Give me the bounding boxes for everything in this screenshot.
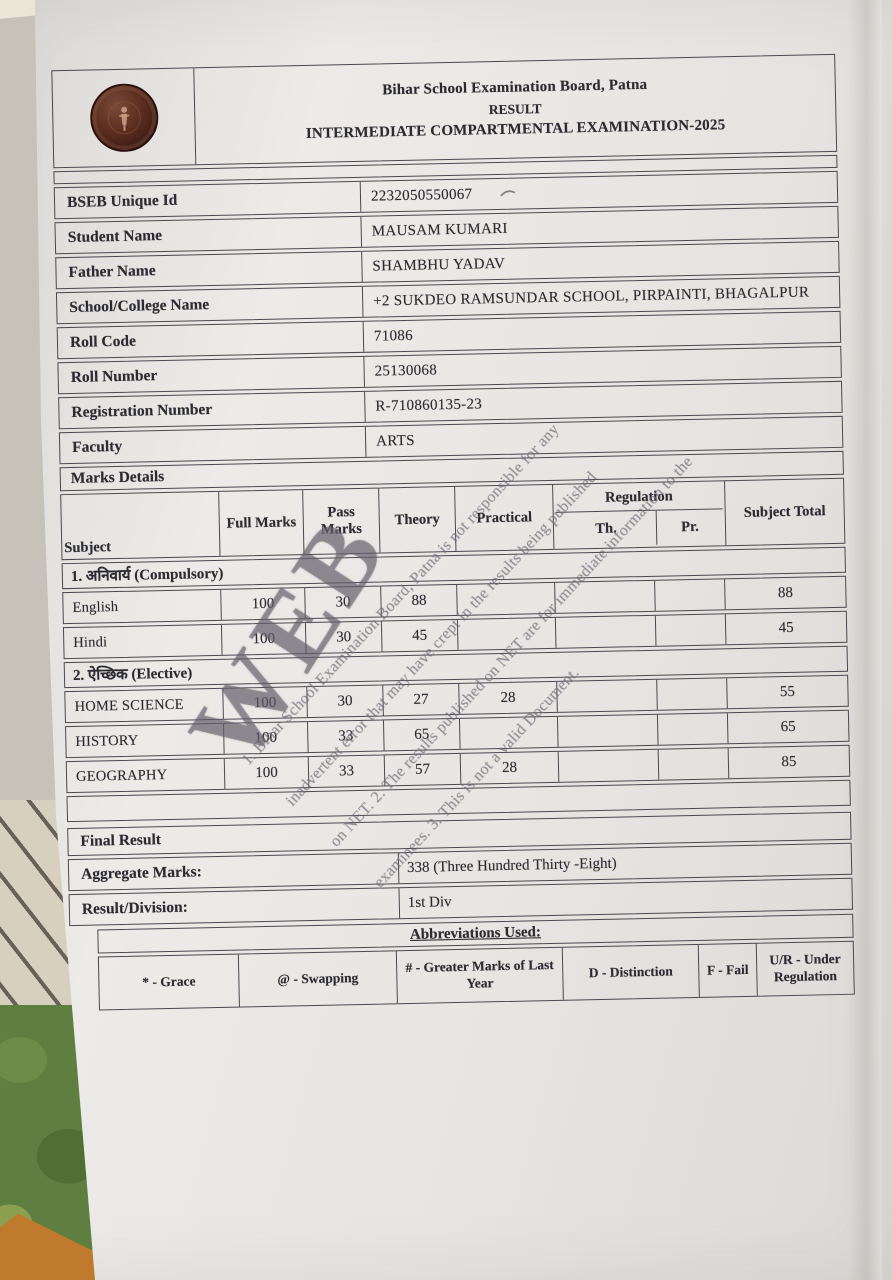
paper-crease-shadow <box>848 0 882 1280</box>
regulation-th <box>555 580 656 613</box>
col-subject-total: Subject Total <box>743 502 826 521</box>
bseb-seal-icon <box>89 83 159 153</box>
field-value: 2232050550067 <box>361 172 838 212</box>
subject-total: 85 <box>781 753 797 770</box>
regulation-th <box>557 679 658 712</box>
roll-number-value: 25130068 <box>374 361 438 380</box>
theory-marks: 45 <box>381 619 459 652</box>
document-header: Bihar School Examination Board, Patna RE… <box>51 53 838 169</box>
roll-code-value: 71086 <box>373 327 414 345</box>
abbr-fail: F - Fail <box>698 943 758 997</box>
full-marks: 100 <box>223 687 308 719</box>
abbr-distinction: D - Distinction <box>562 944 700 1000</box>
result-label: RESULT <box>488 101 542 118</box>
practical-marks <box>457 617 557 650</box>
regulation-th <box>557 714 659 747</box>
subject-name: GEOGRAPHY <box>66 758 226 793</box>
full-marks: 100 <box>224 722 309 754</box>
abbreviations-table: Abbreviations Used: * - Grace @ - Swappi… <box>97 913 855 1011</box>
subject-total: 88 <box>777 584 794 601</box>
aggregate-marks-label: Aggregate Marks: <box>68 853 400 891</box>
subject-total: 65 <box>780 718 796 735</box>
full-marks: 100 <box>221 588 306 620</box>
field-label: School/College Name <box>56 286 364 324</box>
exam-title: INTERMEDIATE COMPARTMENTAL EXAMINATION-2… <box>305 116 726 142</box>
col-subject: Subject <box>61 491 221 560</box>
col-full-marks: Full Marks <box>219 490 305 556</box>
full-marks: 100 <box>221 623 307 655</box>
subject-total: 55 <box>779 683 796 700</box>
practical-marks <box>457 582 556 615</box>
subject-name: Hindi <box>63 624 223 659</box>
board-name: Bihar School Examination Board, Patna <box>382 77 648 99</box>
col-regulation-th: Th. <box>555 510 658 547</box>
logo-cell <box>52 68 197 168</box>
regulation-pr <box>655 614 727 646</box>
col-regulation-pr: Pr. <box>681 518 699 535</box>
pass-marks: 30 <box>305 621 383 654</box>
theory-marks: 88 <box>381 584 458 617</box>
col-regulation: Regulation Th. Pr. <box>553 481 727 549</box>
subject-total: 45 <box>778 619 794 636</box>
regulation-pr <box>657 678 728 710</box>
regulation-pr <box>655 579 726 611</box>
result-division-label: Result/Division: <box>69 888 401 926</box>
result-document: Bihar School Examination Board, Patna RE… <box>51 53 855 1011</box>
marks-table-header: Subject Full Marks Pass Marks Theory Pra… <box>60 477 846 561</box>
unique-id-value: 2232050550067 <box>370 186 473 205</box>
regulation-label: Regulation <box>555 483 723 513</box>
result-division-value: 1st Div <box>407 893 452 911</box>
field-label: Registration Number <box>59 391 366 429</box>
theory-marks: 57 <box>384 753 462 786</box>
field-label: Roll Number <box>58 356 365 394</box>
father-name-value: SHAMBHU YADAV <box>372 255 506 275</box>
full-marks: 100 <box>224 757 310 789</box>
col-theory: Theory <box>379 486 457 553</box>
pass-marks: 30 <box>307 685 384 718</box>
student-name-value: MAUSAM KUMARI <box>371 220 508 240</box>
pen-mark <box>500 185 516 202</box>
regulation-pr <box>657 713 729 745</box>
pass-marks: 33 <box>308 755 386 788</box>
faculty-value: ARTS <box>375 432 415 450</box>
practical-marks: 28 <box>460 751 560 784</box>
practical-marks: 28 <box>459 681 558 714</box>
theory-marks: 27 <box>383 683 460 716</box>
field-label: Student Name <box>55 216 363 254</box>
subject-name: English <box>63 589 222 624</box>
subject-name: HOME SCIENCE <box>65 688 224 723</box>
pass-marks: 33 <box>307 720 385 753</box>
seal-figure-icon <box>107 101 141 135</box>
col-pass-marks: Pass Marks <box>303 488 381 555</box>
abbr-greater-marks: # - Greater Marks of Last Year <box>396 947 564 1004</box>
regulation-th <box>555 615 657 648</box>
registration-number-value: R-710860135-23 <box>375 395 483 415</box>
field-label: Roll Code <box>57 321 365 359</box>
school-name-value: +2 SUKDEO RAMSUNDAR SCHOOL, PIRPAINTI, B… <box>373 283 810 310</box>
abbr-grace: * - Grace <box>98 954 240 1010</box>
header-title-block: Bihar School Examination Board, Patna RE… <box>194 55 836 164</box>
field-label: Father Name <box>56 251 363 289</box>
subject-name: HISTORY <box>66 723 225 758</box>
field-label: Faculty <box>59 426 367 464</box>
practical-marks <box>459 716 559 749</box>
abbreviations-items-row: * - Grace @ - Swapping # - Greater Marks… <box>97 940 855 1011</box>
regulation-th <box>558 749 660 782</box>
field-label: BSEB Unique Id <box>54 181 362 219</box>
pass-marks: 30 <box>305 586 382 619</box>
regulation-pr <box>658 748 730 780</box>
abbr-under-regulation: U/R - Under Regulation <box>769 951 841 985</box>
theory-marks: 65 <box>383 718 461 751</box>
col-practical: Practical <box>455 484 555 551</box>
aggregate-marks-value: 338 (Three Hundred Thirty -Eight) <box>406 855 617 876</box>
field-row-unique-id: BSEB Unique Id 2232050550067 <box>53 170 839 220</box>
abbr-swapping: @ - Swapping <box>238 951 398 1007</box>
regulation-subcolumns: Th. Pr. <box>555 509 724 547</box>
